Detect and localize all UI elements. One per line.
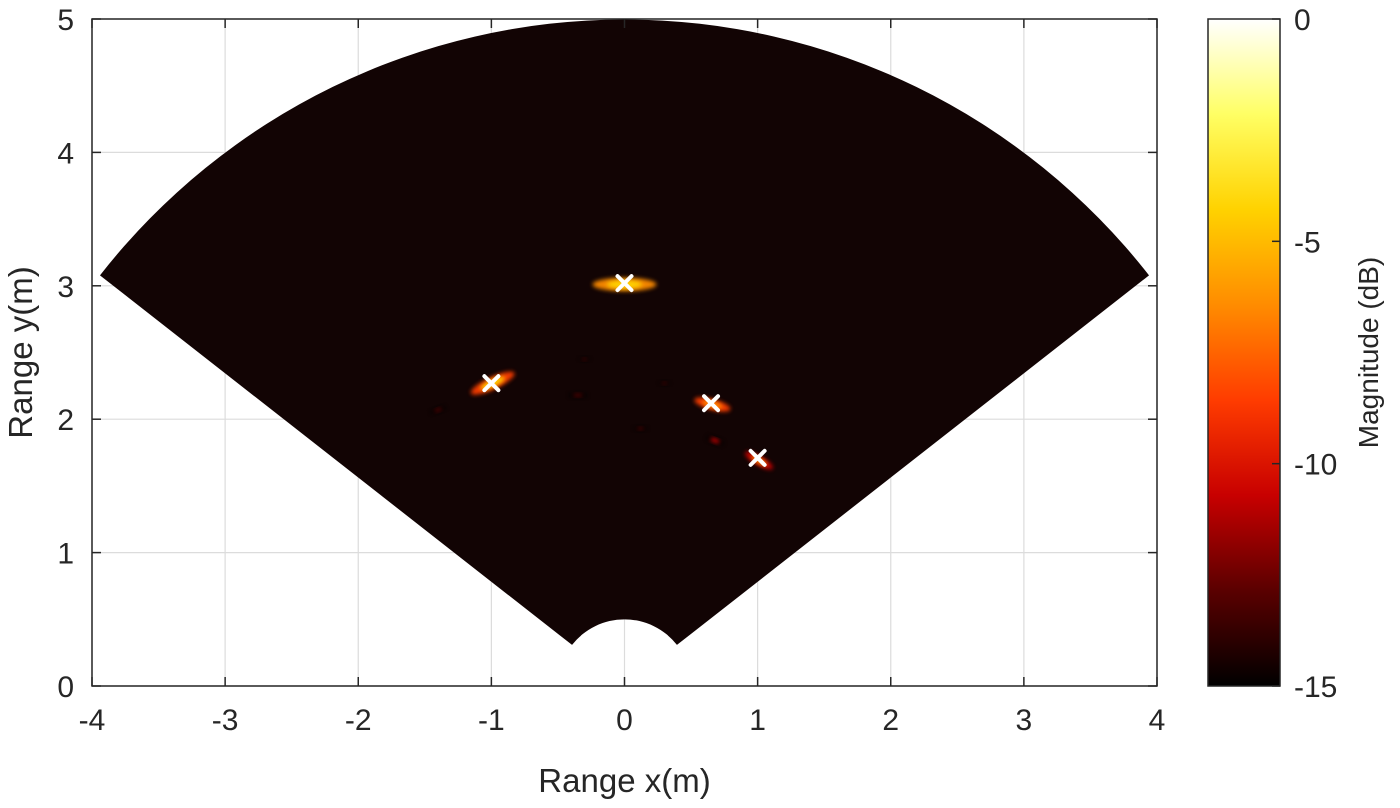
target-marker [748,448,767,467]
target-marker [702,394,721,413]
colorbar-tick-label: -15 [1294,671,1337,704]
colorbar-ticks: 0 -5 -10 -15 [1272,4,1337,704]
target-marker [615,274,634,293]
target-marker-stroke [615,274,634,293]
x-axis-label: Range x(m) [538,762,710,799]
heatmap-blob-core [710,437,720,444]
heatmap-sector [99,19,1150,645]
x-tick-label: 4 [1149,704,1166,737]
heatmap-blob [659,381,670,386]
heatmap-blob-core [581,357,588,361]
y-tick-label: 4 [57,137,74,170]
y-tick-labels: 0 1 2 3 4 5 [57,4,74,704]
x-tick-label: -1 [478,704,505,737]
x-tick-label: -4 [79,704,106,737]
colorbar: 0 -5 -10 -15 Magnitude (dB) [1207,4,1384,704]
y-tick-label: 5 [57,4,74,37]
y-tick-label: 3 [57,271,74,304]
colorbar-label: Magnitude (dB) [1353,257,1384,448]
x-tick-label: 0 [616,704,633,737]
colorbar-tick-label: -10 [1294,449,1337,482]
heatmap-blob [706,436,724,446]
y-tick-label: 2 [57,404,74,437]
x-tick-label: -3 [212,704,239,737]
x-tick-label: -2 [345,704,372,737]
target-markers [482,274,767,467]
axis-ticks [91,18,1158,687]
x-tick-label: 2 [882,704,899,737]
heatmap-blob [430,406,446,414]
colorbar-tick-label: -5 [1294,226,1321,259]
target-marker-stroke [748,448,767,467]
heatmap-blob [568,392,588,398]
heatmap-blob-core [636,427,645,430]
y-axis-label: Range y(m) [2,266,39,438]
target-marker-stroke [702,394,721,413]
heatmap-blob-core [433,407,443,412]
target-marker [482,374,501,393]
plot-area: -4 -3 -2 -1 0 1 2 3 4 0 1 2 3 4 5 [57,4,1165,737]
x-tick-labels: -4 -3 -2 -1 0 1 2 3 4 [79,704,1166,737]
y-tick-label: 1 [57,538,74,571]
heatmap-blob-core [572,393,584,397]
heatmap-blob [633,426,648,431]
colorbar-rect [1207,18,1281,687]
x-tick-label: 1 [749,704,766,737]
target-marker-stroke [482,374,501,393]
x-tick-label: 3 [1016,704,1033,737]
heatmap-blob [579,357,590,362]
heatmap-blob-core [661,381,668,385]
y-tick-label: 0 [57,671,74,704]
colorbar-tick-label: 0 [1294,4,1311,37]
